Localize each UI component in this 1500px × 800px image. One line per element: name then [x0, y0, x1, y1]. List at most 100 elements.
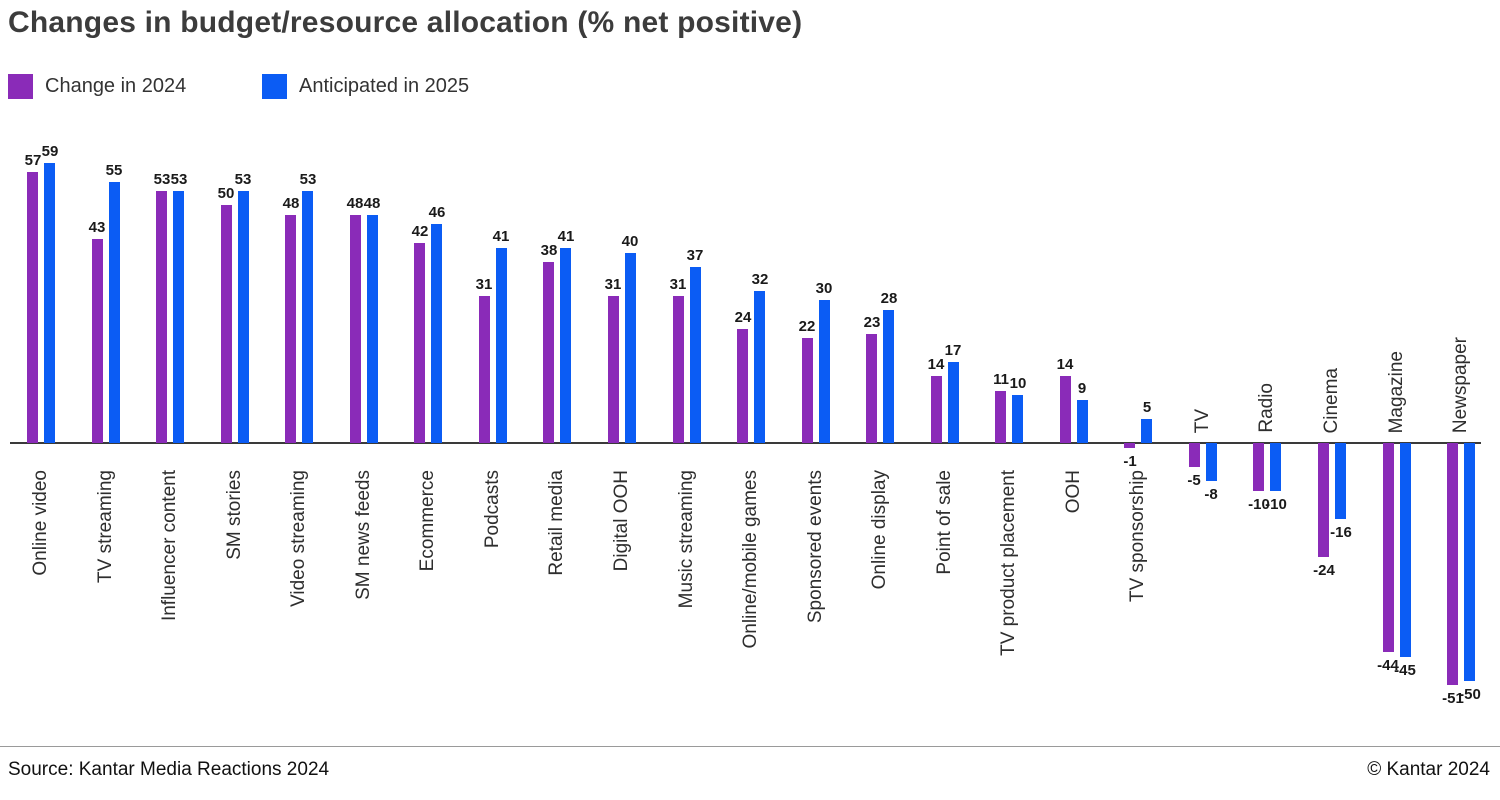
value-label-change-2024: -44	[1377, 657, 1399, 674]
legend-item-anticipated-2025: Anticipated in 2025	[262, 72, 469, 100]
legend-swatch-change-2024	[8, 73, 33, 99]
value-label-anticipated-2025: -16	[1330, 524, 1352, 541]
value-label-anticipated-2025: 41	[557, 228, 575, 245]
bar-anticipated-2025	[1012, 395, 1023, 443]
value-label-change-2024: 23	[863, 314, 881, 331]
x-axis-line	[10, 442, 1481, 444]
legend-swatch-anticipated-2025	[262, 73, 287, 99]
category-label: Online/mobile games	[740, 470, 761, 649]
bar-anticipated-2025	[44, 163, 55, 443]
category-label: Retail media	[546, 470, 567, 576]
bar-change-2024	[866, 334, 877, 443]
bar-change-2024	[92, 239, 103, 443]
bar-change-2024	[1318, 443, 1329, 557]
value-label-change-2024: 57	[24, 152, 42, 169]
bar-change-2024	[802, 338, 813, 443]
value-label-change-2024: 48	[282, 195, 300, 212]
value-label-change-2024: -10	[1248, 496, 1270, 513]
bar-anticipated-2025	[496, 248, 507, 443]
value-label-anticipated-2025: 10	[1009, 375, 1027, 392]
value-label-anticipated-2025: 55	[105, 162, 123, 179]
value-label-anticipated-2025: 41	[492, 228, 510, 245]
value-label-change-2024: -5	[1187, 472, 1201, 489]
category-label: TV streaming	[95, 470, 116, 583]
category-label: OOH	[1063, 470, 1084, 514]
bar-change-2024	[737, 329, 748, 443]
value-label-change-2024: 53	[153, 171, 171, 188]
value-label-anticipated-2025: 30	[815, 280, 833, 297]
category-label: Podcasts	[482, 470, 503, 549]
value-label-anticipated-2025: 46	[428, 204, 446, 221]
bar-change-2024	[285, 215, 296, 443]
legend-label-change-2024: Change in 2024	[45, 74, 187, 97]
value-label-change-2024: 43	[88, 219, 106, 236]
value-label-anticipated-2025: -45	[1394, 662, 1416, 679]
category-label: Online video	[30, 470, 51, 576]
legend-item-change-2024: Change in 2024	[8, 72, 186, 100]
category-label: Newspaper	[1450, 336, 1471, 433]
bar-anticipated-2025	[367, 215, 378, 443]
bar-anticipated-2025	[560, 248, 571, 443]
bar-change-2024	[350, 215, 361, 443]
value-label-anticipated-2025: 5	[1142, 399, 1152, 416]
footer-divider	[0, 746, 1500, 747]
value-label-change-2024: 22	[798, 318, 816, 335]
bar-change-2024	[673, 296, 684, 443]
value-label-anticipated-2025: -10	[1265, 496, 1287, 513]
value-label-anticipated-2025: 32	[751, 271, 769, 288]
legend-label-anticipated-2025: Anticipated in 2025	[299, 74, 470, 97]
bar-anticipated-2025	[431, 224, 442, 443]
bar-anticipated-2025	[690, 267, 701, 443]
bar-change-2024	[608, 296, 619, 443]
value-label-anticipated-2025: 53	[170, 171, 188, 188]
category-label: Sponsored events	[805, 470, 826, 624]
value-label-change-2024: -1	[1123, 453, 1137, 470]
bar-change-2024	[1447, 443, 1458, 685]
value-label-change-2024: 31	[669, 276, 687, 293]
bar-change-2024	[543, 262, 554, 443]
bar-anticipated-2025	[1270, 443, 1281, 491]
value-label-change-2024: 24	[734, 309, 752, 326]
category-label: SM news feeds	[353, 470, 374, 600]
bar-change-2024	[156, 191, 167, 443]
value-label-change-2024: 31	[604, 276, 622, 293]
copyright-note: © Kantar 2024	[1367, 759, 1490, 780]
value-label-anticipated-2025: 28	[880, 290, 898, 307]
value-label-anticipated-2025: 53	[299, 171, 317, 188]
bar-anticipated-2025	[1077, 400, 1088, 443]
category-label: Magazine	[1386, 350, 1407, 433]
value-label-change-2024: -51	[1442, 690, 1464, 707]
category-label: Point of sale	[934, 470, 955, 575]
bar-anticipated-2025	[302, 191, 313, 443]
category-label: Ecommerce	[417, 470, 438, 572]
value-label-anticipated-2025: 40	[621, 233, 639, 250]
value-label-anticipated-2025: -50	[1459, 686, 1481, 703]
bar-chart: 57 59 Online video 43 55 TV streaming 53 53 Infl…	[0, 120, 1500, 746]
category-label: Influencer content	[159, 470, 180, 622]
category-label: Video streaming	[288, 470, 309, 607]
bar-change-2024	[1253, 443, 1264, 491]
source-note: Source: Kantar Media Reactions 2024	[8, 759, 330, 780]
bar-change-2024	[221, 205, 232, 443]
value-label-change-2024: 14	[1056, 356, 1074, 373]
bar-anticipated-2025	[1464, 443, 1475, 681]
bar-anticipated-2025	[819, 300, 830, 443]
category-label: TV sponsorship	[1127, 470, 1148, 603]
value-label-anticipated-2025: -8	[1204, 486, 1218, 503]
bar-anticipated-2025	[948, 362, 959, 443]
value-label-change-2024: 14	[927, 356, 945, 373]
bar-anticipated-2025	[1400, 443, 1411, 657]
category-label: Cinema	[1321, 367, 1342, 433]
bar-anticipated-2025	[173, 191, 184, 443]
bar-anticipated-2025	[109, 182, 120, 443]
bar-anticipated-2025	[883, 310, 894, 443]
value-label-anticipated-2025: 59	[41, 143, 59, 160]
bar-anticipated-2025	[238, 191, 249, 443]
value-label-change-2024: 50	[217, 185, 235, 202]
bar-anticipated-2025	[625, 253, 636, 443]
bar-change-2024	[479, 296, 490, 443]
bar-change-2024	[931, 376, 942, 443]
bar-change-2024	[1060, 376, 1071, 443]
value-label-change-2024: 38	[540, 242, 558, 259]
value-label-anticipated-2025: 17	[944, 342, 962, 359]
